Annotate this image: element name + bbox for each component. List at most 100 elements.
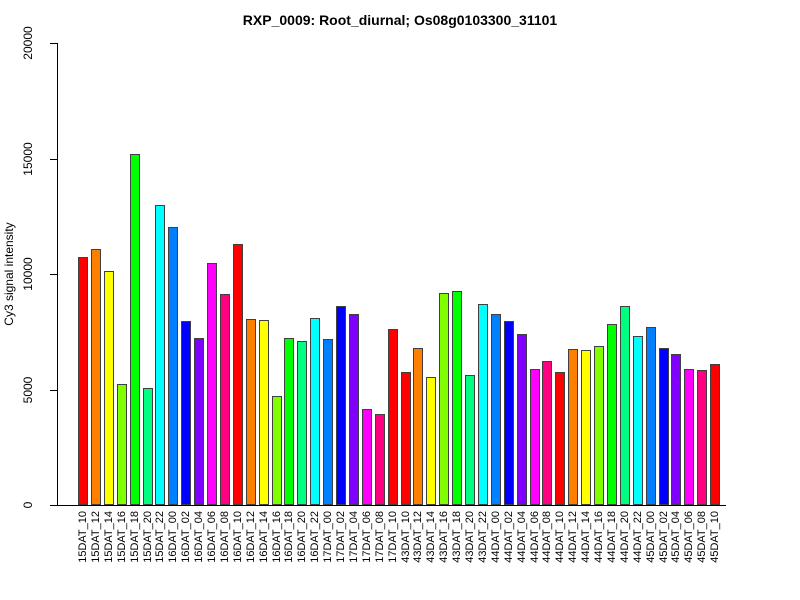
bar-17DAT_10 (387, 329, 398, 505)
x-label-44DAT_04: 44DAT_04 (515, 511, 528, 563)
x-label-16DAT_12: 16DAT_12 (244, 511, 257, 563)
x-label-17DAT_02: 17DAT_02 (335, 511, 347, 563)
bar-45DAT_00 (645, 327, 656, 505)
bar-17DAT_06 (361, 409, 372, 505)
bar-16DAT_16 (271, 396, 282, 505)
bar-17DAT_02 (336, 306, 346, 505)
x-label-16DAT_22: 16DAT_22 (309, 511, 322, 563)
x-label-17DAT_06: 17DAT_06 (360, 511, 373, 563)
x-label-15DAT_10: 15DAT_10 (77, 511, 89, 563)
bar-43DAT_12 (413, 347, 424, 505)
x-label-44DAT_20: 44DAT_20 (618, 511, 631, 563)
x-label-44DAT_14: 44DAT_14 (580, 511, 593, 563)
bar-16DAT_00 (168, 226, 179, 505)
x-label-43DAT_22: 43DAT_22 (476, 511, 489, 563)
x-label-16DAT_04: 16DAT_04 (193, 511, 206, 563)
x-label-16DAT_08: 16DAT_08 (218, 511, 231, 563)
bar-45DAT_08 (697, 369, 708, 505)
y-tick-label: 5000 (21, 376, 35, 403)
bar-45DAT_04 (671, 353, 682, 505)
y-tick-mark (50, 158, 57, 160)
y-tick-label: 10000 (21, 257, 35, 291)
x-label-16DAT_18: 16DAT_18 (283, 511, 296, 563)
bar-16DAT_12 (245, 319, 256, 505)
x-label-43DAT_18: 43DAT_18 (451, 511, 464, 563)
x-label-16DAT_16: 16DAT_16 (270, 511, 283, 563)
bar-16DAT_08 (219, 293, 230, 505)
x-label-44DAT_12: 44DAT_12 (567, 511, 580, 563)
x-label-43DAT_16: 43DAT_16 (438, 511, 451, 563)
x-label-15DAT_12: 15DAT_12 (89, 511, 102, 563)
x-label-43DAT_14: 43DAT_14 (425, 511, 438, 563)
x-label-43DAT_10: 43DAT_10 (399, 511, 412, 563)
bar-17DAT_00 (323, 338, 334, 505)
bar-17DAT_08 (374, 413, 385, 505)
y-tick-mark (50, 43, 57, 44)
y-tick-label: 0 (21, 501, 35, 509)
bar-43DAT_18 (452, 291, 463, 505)
y-tick-label: 15000 (21, 141, 35, 176)
x-label-15DAT_16: 15DAT_16 (115, 511, 128, 563)
bar-16DAT_20 (297, 341, 308, 505)
x-label-44DAT_06: 44DAT_06 (528, 511, 541, 563)
x-label-44DAT_10: 44DAT_10 (554, 511, 567, 563)
y-tick-mark (50, 274, 57, 275)
bar-44DAT_20 (619, 306, 630, 505)
bar-44DAT_04 (516, 334, 527, 505)
bar-15DAT_18 (129, 153, 140, 505)
x-label-44DAT_02: 44DAT_02 (502, 511, 515, 563)
bar-15DAT_10 (78, 256, 88, 505)
bar-43DAT_22 (477, 304, 488, 505)
x-label-44DAT_18: 44DAT_18 (605, 511, 618, 563)
x-label-44DAT_22: 44DAT_22 (631, 511, 644, 563)
bar-16DAT_22 (310, 317, 321, 505)
bar-44DAT_10 (555, 372, 566, 505)
bar-43DAT_14 (426, 376, 437, 505)
bar-45DAT_02 (658, 347, 669, 505)
bar-16DAT_18 (284, 337, 295, 505)
x-label-44DAT_00: 44DAT_00 (489, 511, 502, 563)
x-label-16DAT_06: 16DAT_06 (206, 511, 218, 563)
bar-15DAT_22 (155, 204, 166, 505)
chart-title: RXP_0009: Root_diurnal; Os08g0103300_311… (242, 12, 558, 28)
y-axis-line (57, 43, 58, 506)
x-label-16DAT_10: 16DAT_10 (231, 511, 244, 563)
bar-15DAT_20 (142, 388, 153, 505)
bar-15DAT_16 (116, 383, 127, 505)
bar-44DAT_02 (503, 321, 514, 505)
x-label-15DAT_18: 15DAT_18 (128, 511, 141, 563)
bar-43DAT_16 (439, 292, 450, 505)
x-label-17DAT_10: 17DAT_10 (386, 511, 399, 563)
x-label-44DAT_08: 44DAT_08 (541, 511, 554, 563)
bar-16DAT_10 (232, 244, 243, 505)
y-axis-label: Cy3 signal intensity (2, 222, 16, 326)
x-label-17DAT_08: 17DAT_08 (373, 511, 386, 563)
bar-44DAT_22 (632, 336, 643, 505)
bar-16DAT_04 (194, 337, 205, 505)
y-tick-mark (50, 389, 57, 391)
x-label-45DAT_10: 45DAT_10 (709, 511, 722, 563)
y-tick-label: 20000 (21, 26, 35, 60)
x-label-15DAT_22: 15DAT_22 (154, 511, 167, 563)
x-axis-line (57, 505, 726, 506)
bar-15DAT_12 (90, 248, 101, 505)
bar-44DAT_00 (490, 314, 501, 505)
x-label-16DAT_14: 16DAT_14 (257, 511, 270, 563)
bar-43DAT_10 (400, 372, 411, 505)
x-label-16DAT_20: 16DAT_20 (296, 511, 309, 563)
x-label-45DAT_04: 45DAT_04 (670, 511, 683, 563)
bar-16DAT_06 (207, 262, 217, 505)
bar-16DAT_02 (181, 321, 192, 505)
x-label-45DAT_08: 45DAT_08 (696, 511, 709, 563)
bar-44DAT_06 (529, 368, 540, 505)
x-label-45DAT_00: 45DAT_00 (644, 511, 657, 563)
x-label-44DAT_16: 44DAT_16 (593, 511, 605, 563)
x-label-15DAT_20: 15DAT_20 (141, 511, 154, 563)
bar-16DAT_14 (258, 320, 269, 505)
x-label-17DAT_00: 17DAT_00 (322, 511, 335, 563)
x-label-43DAT_20: 43DAT_20 (464, 511, 476, 563)
x-label-16DAT_00: 16DAT_00 (167, 511, 180, 563)
bar-44DAT_16 (594, 345, 604, 505)
x-label-43DAT_12: 43DAT_12 (412, 511, 425, 563)
